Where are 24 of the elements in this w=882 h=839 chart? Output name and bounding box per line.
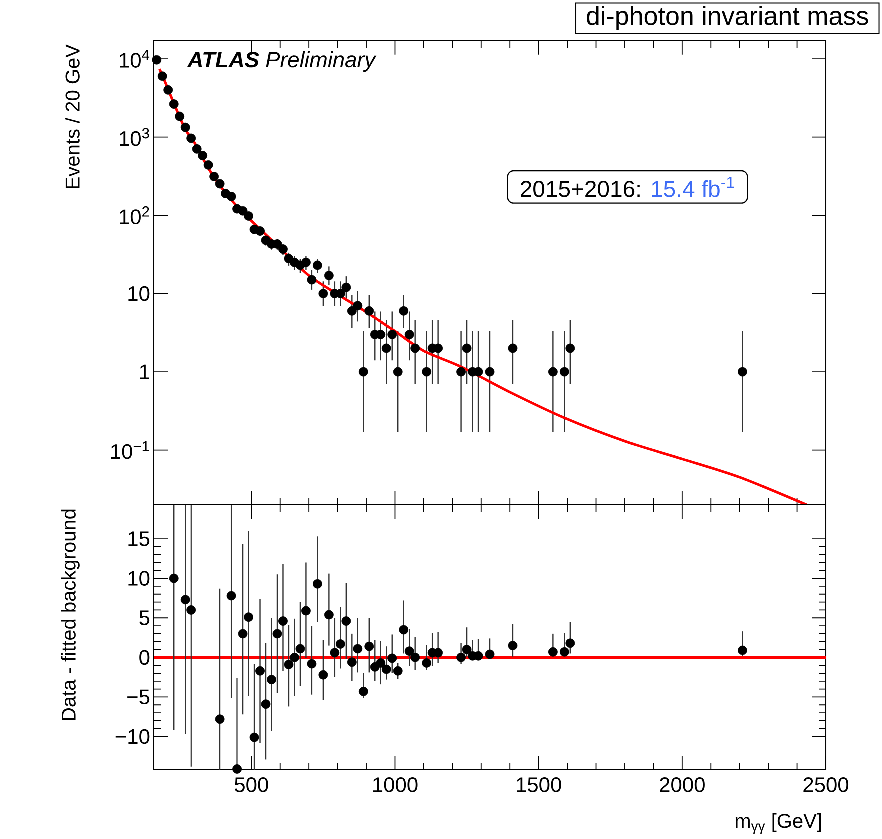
y-tick-label: 0 (140, 650, 150, 666)
x-tick-label: 2500 (804, 778, 849, 792)
y-tick-label: 10$^{4}$ (120, 50, 150, 68)
y-tick-label: 15 (128, 532, 150, 546)
y-tick-label: 10 (128, 286, 150, 302)
x-tick-label: 500 (234, 778, 268, 792)
annotation: 15.4 fb$^{-1}$ (652, 176, 734, 198)
y-tick-label: 1 (140, 364, 150, 380)
y-tick-label: 10$^{3}$ (120, 128, 150, 146)
y-tick-label: 5 (140, 610, 150, 626)
y-tick-label: −10 (116, 729, 150, 744)
y-axis-title: Data - fitted background (61, 510, 80, 720)
y-axis-title: Events / 20 GeV (65, 44, 80, 189)
y-tick-label: 10$^{2}$ (120, 206, 150, 225)
y-tick-label: 10$^{−1}$ (111, 441, 150, 460)
annotation: 2015+2016: (521, 181, 640, 198)
x-tick-label: 1500 (517, 778, 562, 792)
y-tick-label: −5 (128, 690, 150, 705)
y-tick-label: 10 (128, 571, 150, 586)
x-axis-title: m$_{γγ}$ [GeV] (736, 814, 822, 834)
annotation: ATLAS Preliminary (187, 51, 377, 72)
x-tick-label: 2000 (660, 778, 705, 792)
chart-title: di-photon invariant mass (587, 6, 868, 30)
x-tick-label: 1000 (373, 778, 418, 792)
